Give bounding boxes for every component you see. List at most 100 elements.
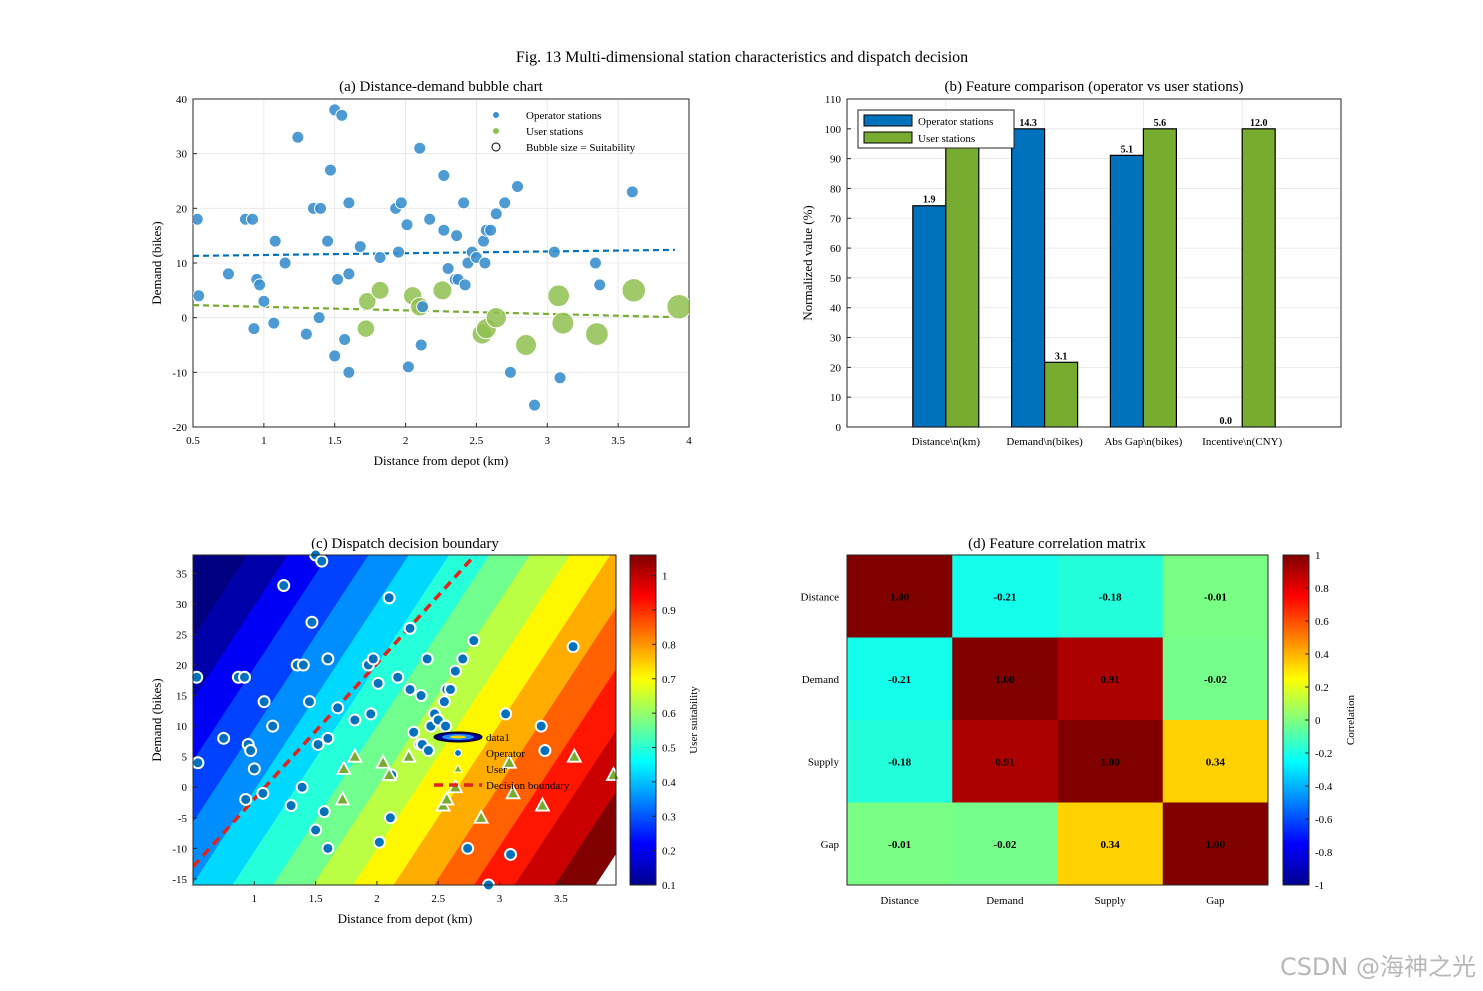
operator-station-point xyxy=(547,245,561,259)
column-label: Gap xyxy=(1206,895,1225,907)
y-tick-label: 100 xyxy=(825,124,842,136)
panel-c-colorbar-label: User suitability xyxy=(688,686,700,754)
operator-station-point xyxy=(328,349,342,363)
operator-station-point xyxy=(538,744,552,758)
correlation-value-label: -0.01 xyxy=(1204,591,1227,603)
operator-station-point xyxy=(321,652,335,666)
operator-station-point xyxy=(366,652,380,666)
operator-station-point xyxy=(566,640,580,654)
row-label: Demand xyxy=(802,674,840,686)
operator-station-point xyxy=(382,591,396,605)
y-tick-label: 80 xyxy=(830,183,842,195)
correlation-cell xyxy=(952,802,1058,886)
suitability-contour-band xyxy=(474,668,616,885)
legend-data1-swatch-core xyxy=(450,735,466,739)
legend-boundary-label: Decision boundary xyxy=(486,780,570,792)
operator-station-point xyxy=(439,719,453,733)
user-station-bubble xyxy=(585,322,609,346)
legend-operator-label: Operator stations xyxy=(526,110,601,122)
operator-bar-label: 14.3 xyxy=(1019,118,1037,129)
operator-station-point xyxy=(256,786,270,800)
y-tick-label: 35 xyxy=(176,568,188,580)
axes-box xyxy=(846,98,1342,428)
colorbar-tick-label: 1 xyxy=(662,571,668,583)
y-tick-label: 10 xyxy=(176,721,188,733)
operator-station-point xyxy=(278,256,292,270)
operator-station-point xyxy=(284,799,298,813)
operator-station-point xyxy=(461,841,475,855)
panel-c-xlabel: Distance from depot (km) xyxy=(338,911,473,926)
correlation-value-label: 1.00 xyxy=(890,591,910,603)
panel-a-title: (a) Distance-demand bubble chart xyxy=(339,79,543,95)
operator-station-point xyxy=(268,234,282,248)
legend-user-marker xyxy=(493,128,499,134)
column-label: Supply xyxy=(1095,895,1127,907)
operator-station-point xyxy=(457,196,471,210)
y-tick-label: -10 xyxy=(172,843,187,855)
colorbar-tick-label: 1 xyxy=(1315,550,1321,562)
user-bar xyxy=(1142,128,1178,428)
operator-station-point xyxy=(342,267,356,281)
colorbar-tick-label: -0.4 xyxy=(1315,781,1333,793)
suitability-contour-band xyxy=(353,555,611,885)
operator-station-point xyxy=(314,201,328,215)
operator-station-point xyxy=(321,234,335,248)
operator-station-point xyxy=(266,719,280,733)
correlation-value-label: -0.02 xyxy=(993,839,1016,851)
correlation-cell xyxy=(1057,720,1164,803)
y-tick-label: 110 xyxy=(825,94,842,106)
y-tick-label: 0 xyxy=(836,422,842,434)
y-tick-label: -20 xyxy=(172,422,187,434)
user-station-triangle xyxy=(438,790,455,806)
column-label: Demand xyxy=(986,895,1024,907)
operator-station-point xyxy=(458,278,472,292)
correlation-cell xyxy=(1162,555,1269,638)
correlation-value-label: 0.91 xyxy=(995,756,1014,768)
operator-station-point xyxy=(448,664,462,678)
operator-station-point xyxy=(315,554,329,568)
y-tick-label: 20 xyxy=(830,362,842,374)
y-tick-label: 60 xyxy=(830,243,842,255)
operator-bar-label: 5.1 xyxy=(1121,144,1134,155)
operator-station-point xyxy=(391,670,405,684)
user-station-bubble xyxy=(358,291,377,311)
user-station-triangle xyxy=(473,808,490,824)
user-station-triangle xyxy=(605,766,622,781)
y-tick-label: 30 xyxy=(830,333,842,345)
colorbar-c xyxy=(629,554,657,886)
operator-station-point xyxy=(528,398,542,412)
correlation-cell xyxy=(952,637,1058,721)
user-trendline xyxy=(193,303,675,319)
operator-station-point xyxy=(443,682,457,696)
operator-station-point xyxy=(504,847,518,861)
x-tick-label: 3.5 xyxy=(611,435,625,447)
operator-bar-label: 0.0 xyxy=(1219,416,1232,427)
legend-operator-label: Operator stations xyxy=(918,116,993,128)
operator-station-point xyxy=(477,234,491,248)
category-label: Demand\n(bikes) xyxy=(1006,436,1083,448)
y-tick-label: 40 xyxy=(176,94,188,106)
panel-b-ylabel: Normalized value (%) xyxy=(800,205,815,321)
correlation-value-label: -0.18 xyxy=(888,756,911,768)
operator-station-point xyxy=(342,196,356,210)
operator-station-point xyxy=(190,670,204,684)
operator-station-point xyxy=(414,689,428,703)
operator-station-point xyxy=(484,223,498,237)
y-tick-label: 30 xyxy=(176,599,188,611)
operator-station-point xyxy=(441,261,455,275)
suitability-contour-band xyxy=(514,730,616,885)
legend-operator-label: Operator xyxy=(486,748,525,760)
operator-station-point xyxy=(246,212,260,226)
operator-station-point xyxy=(338,333,352,347)
operator-bar xyxy=(912,205,947,428)
operator-station-point xyxy=(401,360,415,374)
suitability-contour-band xyxy=(433,607,616,885)
axes-box xyxy=(192,98,690,428)
x-tick-label: 2 xyxy=(374,893,380,905)
user-bar-label: 3.1 xyxy=(1055,351,1068,362)
panel-b-bar-chart: (b) Feature comparison (operator vs user… xyxy=(800,79,1342,448)
colorbar-tick-label: -1 xyxy=(1315,880,1324,892)
y-tick-label: 20 xyxy=(176,203,188,215)
panel-d-correlation-matrix: (d) Feature correlation matrix Correlati… xyxy=(801,536,1357,907)
user-station-triangle xyxy=(334,790,351,806)
